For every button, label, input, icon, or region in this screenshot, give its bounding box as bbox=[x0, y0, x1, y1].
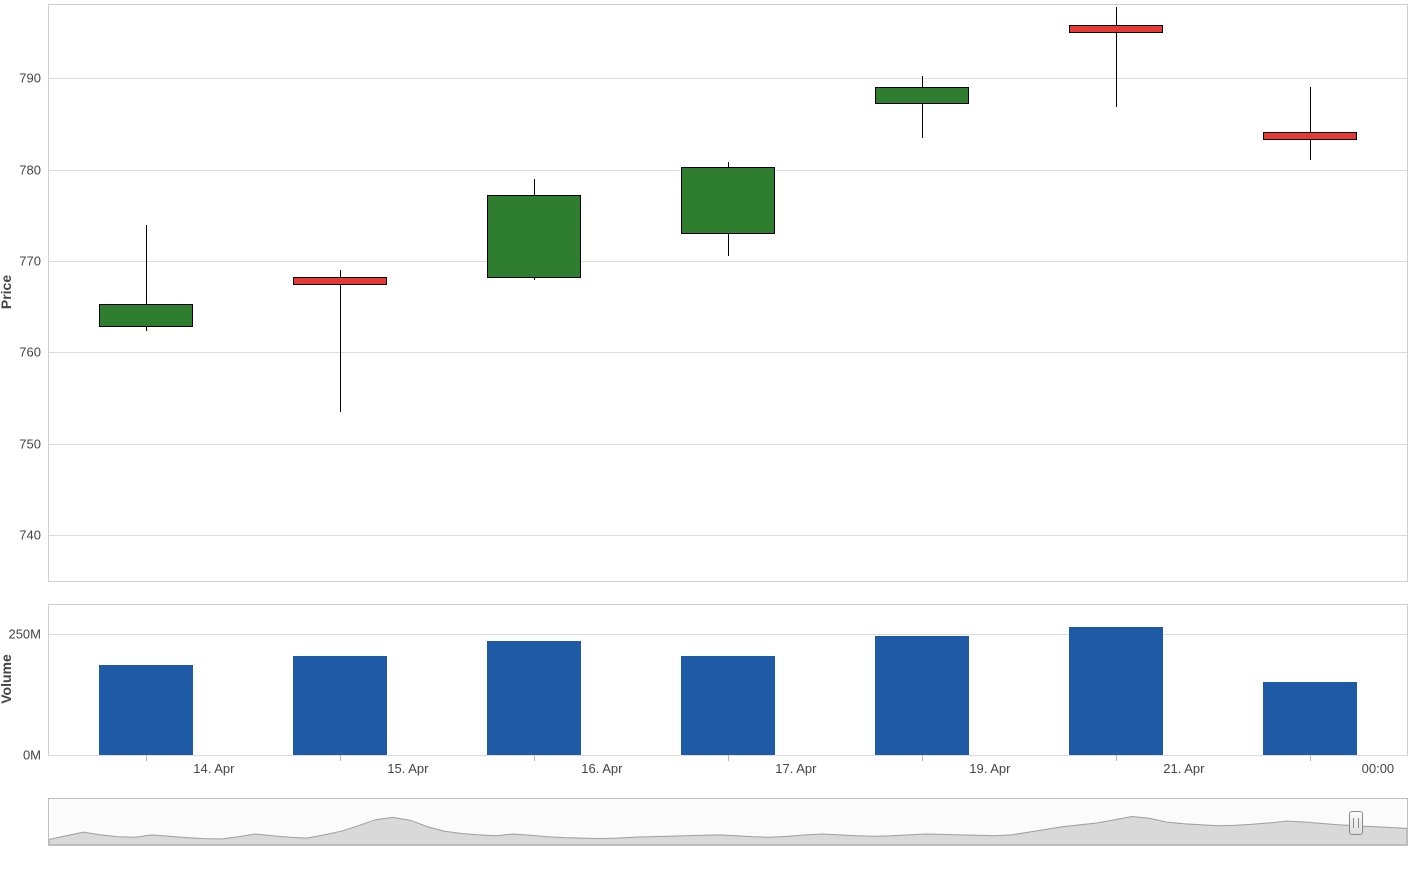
price-gridline bbox=[49, 352, 1407, 353]
xtick-mark bbox=[534, 755, 535, 761]
price-ytick-label: 760 bbox=[19, 345, 41, 360]
xtick-label: 15. Apr bbox=[387, 761, 428, 776]
xtick-label: 21. Apr bbox=[1163, 761, 1204, 776]
xtick-mark bbox=[1310, 755, 1311, 761]
price-ytick-label: 780 bbox=[19, 162, 41, 177]
candle-down bbox=[1263, 132, 1356, 140]
candle-up bbox=[487, 195, 580, 278]
xtick-label: 17. Apr bbox=[775, 761, 816, 776]
volume-bar bbox=[99, 665, 192, 755]
price-ytick-label: 770 bbox=[19, 254, 41, 269]
volume-bar bbox=[681, 656, 774, 755]
price-chart[interactable]: 740750760770780790 bbox=[48, 4, 1408, 582]
xtick-mark bbox=[1116, 755, 1117, 761]
candle-wick bbox=[1310, 87, 1311, 160]
navigator-series bbox=[49, 817, 1407, 846]
candle-down bbox=[1069, 25, 1162, 33]
xtick-mark bbox=[922, 755, 923, 761]
volume-axis-title: Volume bbox=[0, 654, 14, 704]
candle-wick bbox=[340, 270, 341, 412]
xtick-mark bbox=[728, 755, 729, 761]
navigator[interactable]: 20042008201220162020 bbox=[48, 798, 1408, 846]
volume-bar bbox=[487, 641, 580, 755]
price-gridline bbox=[49, 78, 1407, 79]
price-gridline bbox=[49, 444, 1407, 445]
price-ytick-label: 740 bbox=[19, 528, 41, 543]
volume-bar bbox=[293, 656, 386, 755]
candle-down bbox=[293, 277, 386, 285]
volume-bar bbox=[1263, 682, 1356, 755]
price-axis-title: Price bbox=[0, 275, 14, 309]
price-gridline bbox=[49, 535, 1407, 536]
candle-up bbox=[681, 167, 774, 235]
xtick-mark bbox=[146, 755, 147, 761]
xtick-label: 00:00 bbox=[1362, 761, 1395, 776]
xtick-label: 16. Apr bbox=[581, 761, 622, 776]
volume-ytick-label: 250M bbox=[8, 627, 41, 642]
volume-bar bbox=[1069, 627, 1162, 755]
candle-up bbox=[875, 87, 968, 103]
price-gridline bbox=[49, 261, 1407, 262]
xtick-label: 19. Apr bbox=[969, 761, 1010, 776]
candle-wick bbox=[922, 76, 923, 137]
xtick-mark bbox=[340, 755, 341, 761]
xtick-label: 14. Apr bbox=[193, 761, 234, 776]
volume-chart[interactable]: 0M250M14. Apr15. Apr16. Apr17. Apr19. Ap… bbox=[48, 604, 1408, 756]
price-ytick-label: 790 bbox=[19, 71, 41, 86]
volume-gridline bbox=[49, 634, 1407, 635]
price-ytick-label: 750 bbox=[19, 436, 41, 451]
drag-grip-icon bbox=[1353, 818, 1359, 828]
navigator-handle[interactable] bbox=[1349, 811, 1363, 835]
candle-up bbox=[99, 304, 192, 327]
candle-wick bbox=[1116, 7, 1117, 108]
volume-ytick-label: 0M bbox=[23, 748, 41, 763]
volume-bar bbox=[875, 636, 968, 755]
